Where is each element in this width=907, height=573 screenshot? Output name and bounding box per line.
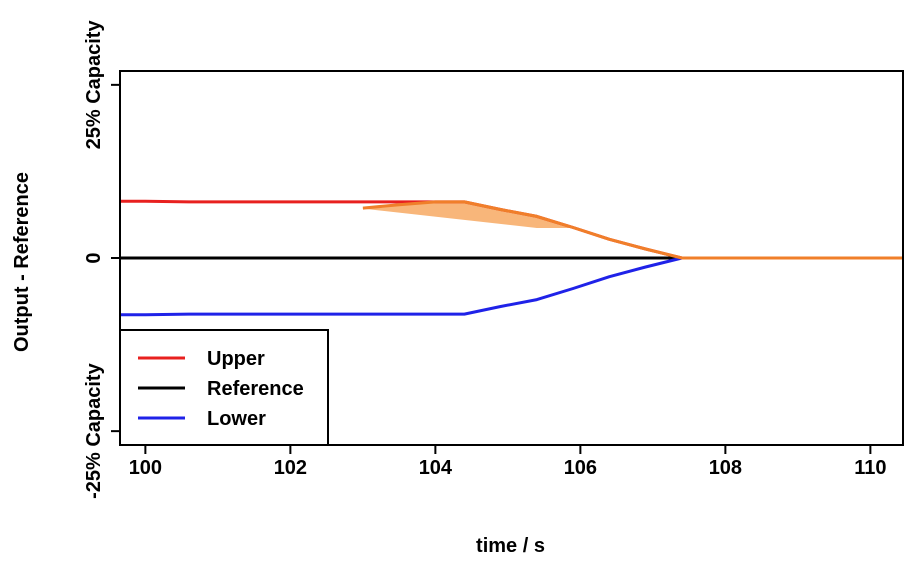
legend-label-lower: Lower bbox=[207, 408, 266, 430]
legend-label-reference: Reference bbox=[207, 378, 304, 400]
series-line-upper bbox=[120, 199, 903, 260]
x-tick-label: 106 bbox=[564, 457, 597, 479]
y-tick-label: -25% Capacity bbox=[83, 362, 105, 498]
x-axis-title: time / s bbox=[476, 535, 545, 557]
series-line-lower bbox=[120, 256, 903, 317]
y-tick-label: 0 bbox=[83, 252, 105, 263]
x-tick-label: 104 bbox=[419, 457, 453, 479]
y-tick-label: 25% Capacity bbox=[83, 20, 105, 150]
x-tick-label: 108 bbox=[709, 457, 742, 479]
legend-label-upper: Upper bbox=[207, 348, 265, 370]
y-axis-title: Output - Reference bbox=[11, 172, 33, 352]
x-tick-label: 110 bbox=[854, 457, 886, 479]
shaded-band bbox=[362, 201, 903, 259]
band-upper-edge bbox=[362, 200, 903, 260]
x-tick-label: 102 bbox=[274, 457, 307, 479]
x-tick-label: 100 bbox=[129, 457, 162, 479]
